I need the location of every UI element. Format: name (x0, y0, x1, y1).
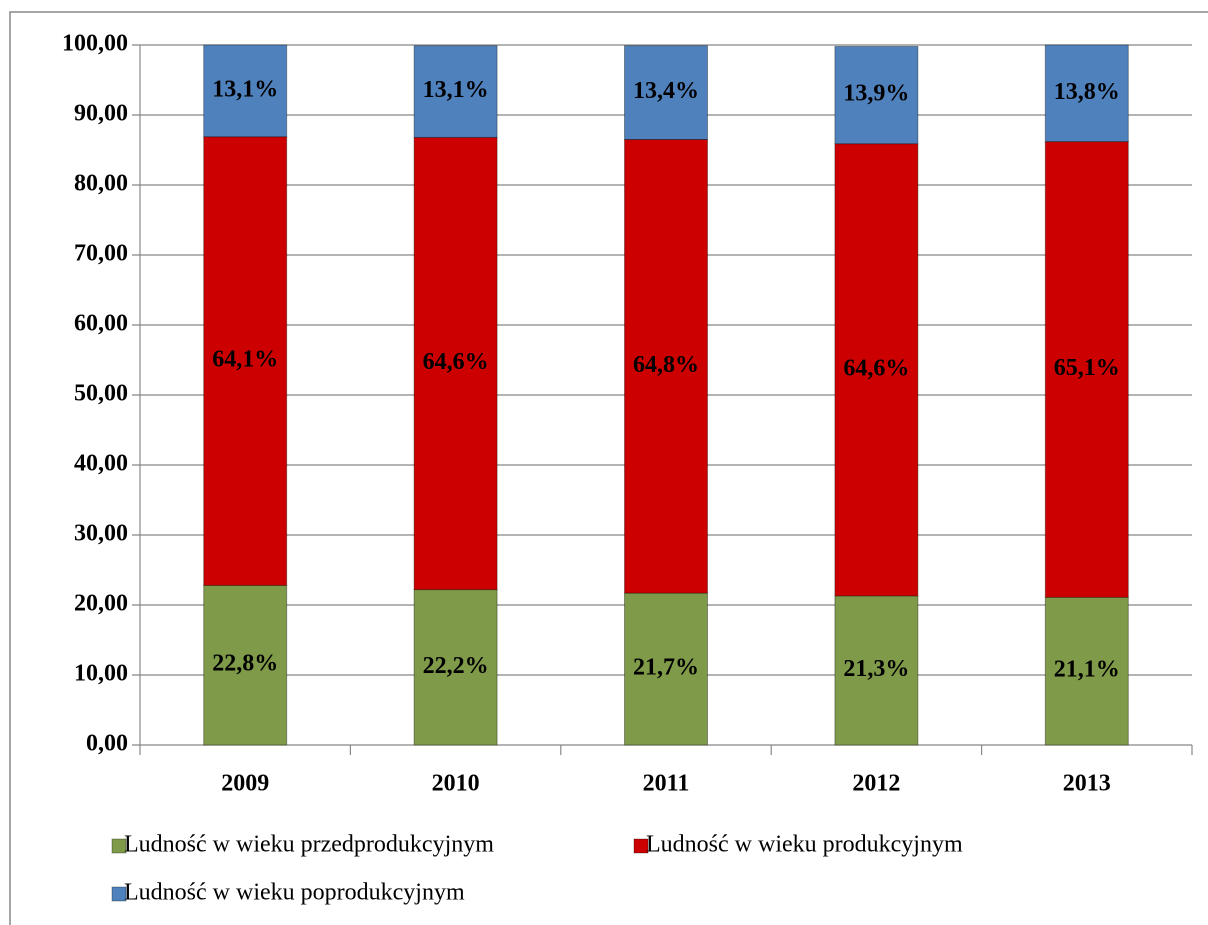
data-label: 13,1% (423, 77, 489, 103)
legend-swatch (633, 838, 649, 854)
x-tick-label: 2013 (1063, 771, 1111, 797)
bar-segment (834, 595, 919, 746)
x-tick-label: 2010 (432, 771, 480, 797)
bar-segment (834, 45, 919, 145)
data-label: 13,8% (1054, 79, 1120, 105)
data-label: 21,3% (843, 656, 909, 682)
bar-segment (413, 45, 498, 138)
bar-segment (413, 136, 498, 591)
bar-segment (203, 44, 288, 138)
legend-label: Ludność w wieku produkcyjnym (646, 832, 963, 858)
data-label: 64,6% (843, 355, 909, 381)
data-label: 13,4% (633, 78, 699, 104)
y-tick-label: 0,00 (86, 731, 128, 757)
x-tick-label: 2009 (221, 771, 269, 797)
bar-segment (624, 139, 708, 594)
x-tick-label: 2012 (852, 771, 900, 797)
y-tick-label: 30,00 (74, 521, 128, 547)
data-label: 64,1% (212, 347, 278, 373)
bar-segment (834, 143, 919, 597)
y-tick-label: 70,00 (74, 241, 128, 267)
data-label: 64,8% (633, 352, 699, 378)
y-tick-label: 90,00 (74, 101, 128, 127)
data-label: 22,8% (212, 651, 278, 677)
bar-segment (1044, 44, 1129, 143)
y-tick-label: 40,00 (74, 451, 128, 477)
data-label: 21,1% (1054, 657, 1120, 683)
chart-border (9, 11, 1208, 925)
x-tick-label: 2011 (643, 771, 690, 797)
data-label: 65,1% (1054, 355, 1120, 381)
legend-label: Ludność w wieku poprodukcyjnym (124, 880, 465, 906)
y-tick-label: 20,00 (74, 591, 128, 617)
legend-swatch (111, 838, 127, 854)
y-tick-label: 100,00 (62, 31, 128, 57)
y-tick-label: 10,00 (74, 661, 128, 687)
legend-label: Ludność w wieku przedprodukcyjnym (124, 832, 494, 858)
data-label: 13,9% (843, 81, 909, 107)
bar-segment (413, 589, 498, 746)
legend-swatch (111, 886, 127, 902)
y-tick-label: 50,00 (74, 381, 128, 407)
bar-segment (624, 45, 708, 141)
bar-segment (1044, 141, 1129, 598)
data-label: 21,7% (633, 655, 699, 681)
bar-segment (1044, 596, 1129, 746)
bar-segment (624, 592, 708, 746)
data-label: 64,6% (423, 349, 489, 375)
y-tick-label: 80,00 (74, 171, 128, 197)
data-label: 13,1% (212, 76, 278, 102)
y-tick-label: 60,00 (74, 311, 128, 337)
data-label: 22,2% (423, 653, 489, 679)
